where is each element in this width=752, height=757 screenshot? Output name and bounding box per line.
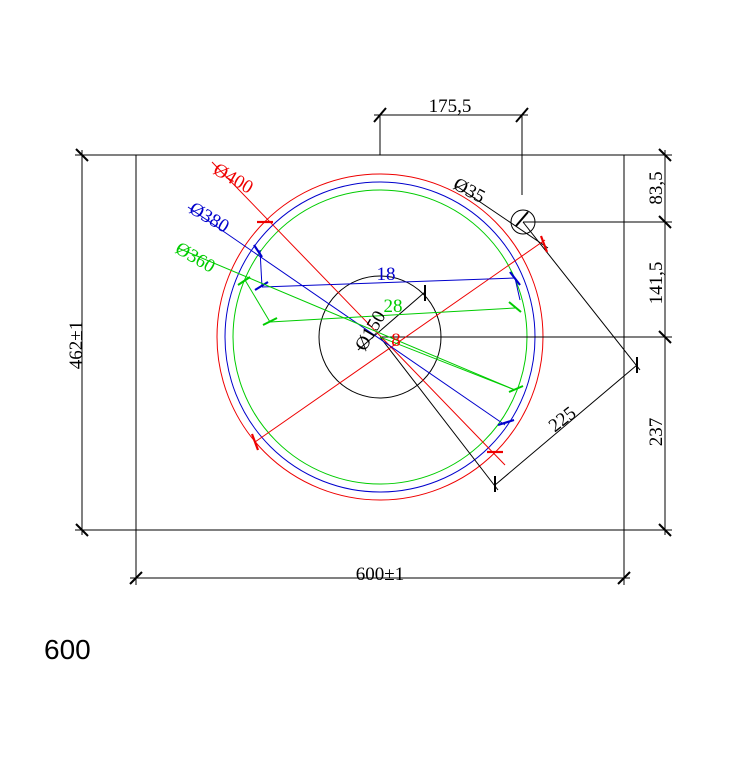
dim-label: 141,5: [646, 262, 667, 305]
dimension-lines: [75, 107, 672, 585]
dim-label: 83,5: [646, 171, 667, 204]
dim-label: 462±1: [66, 321, 87, 369]
dim-label: 18: [377, 264, 396, 285]
dim-label: 28: [384, 296, 403, 317]
section-lines: [177, 161, 549, 466]
caption: 600: [44, 634, 91, 665]
dim-label: 600±1: [356, 564, 404, 585]
dim-label: 237: [646, 418, 667, 447]
dim-label: 175,5: [429, 96, 472, 117]
dim-label: 8: [391, 330, 401, 351]
